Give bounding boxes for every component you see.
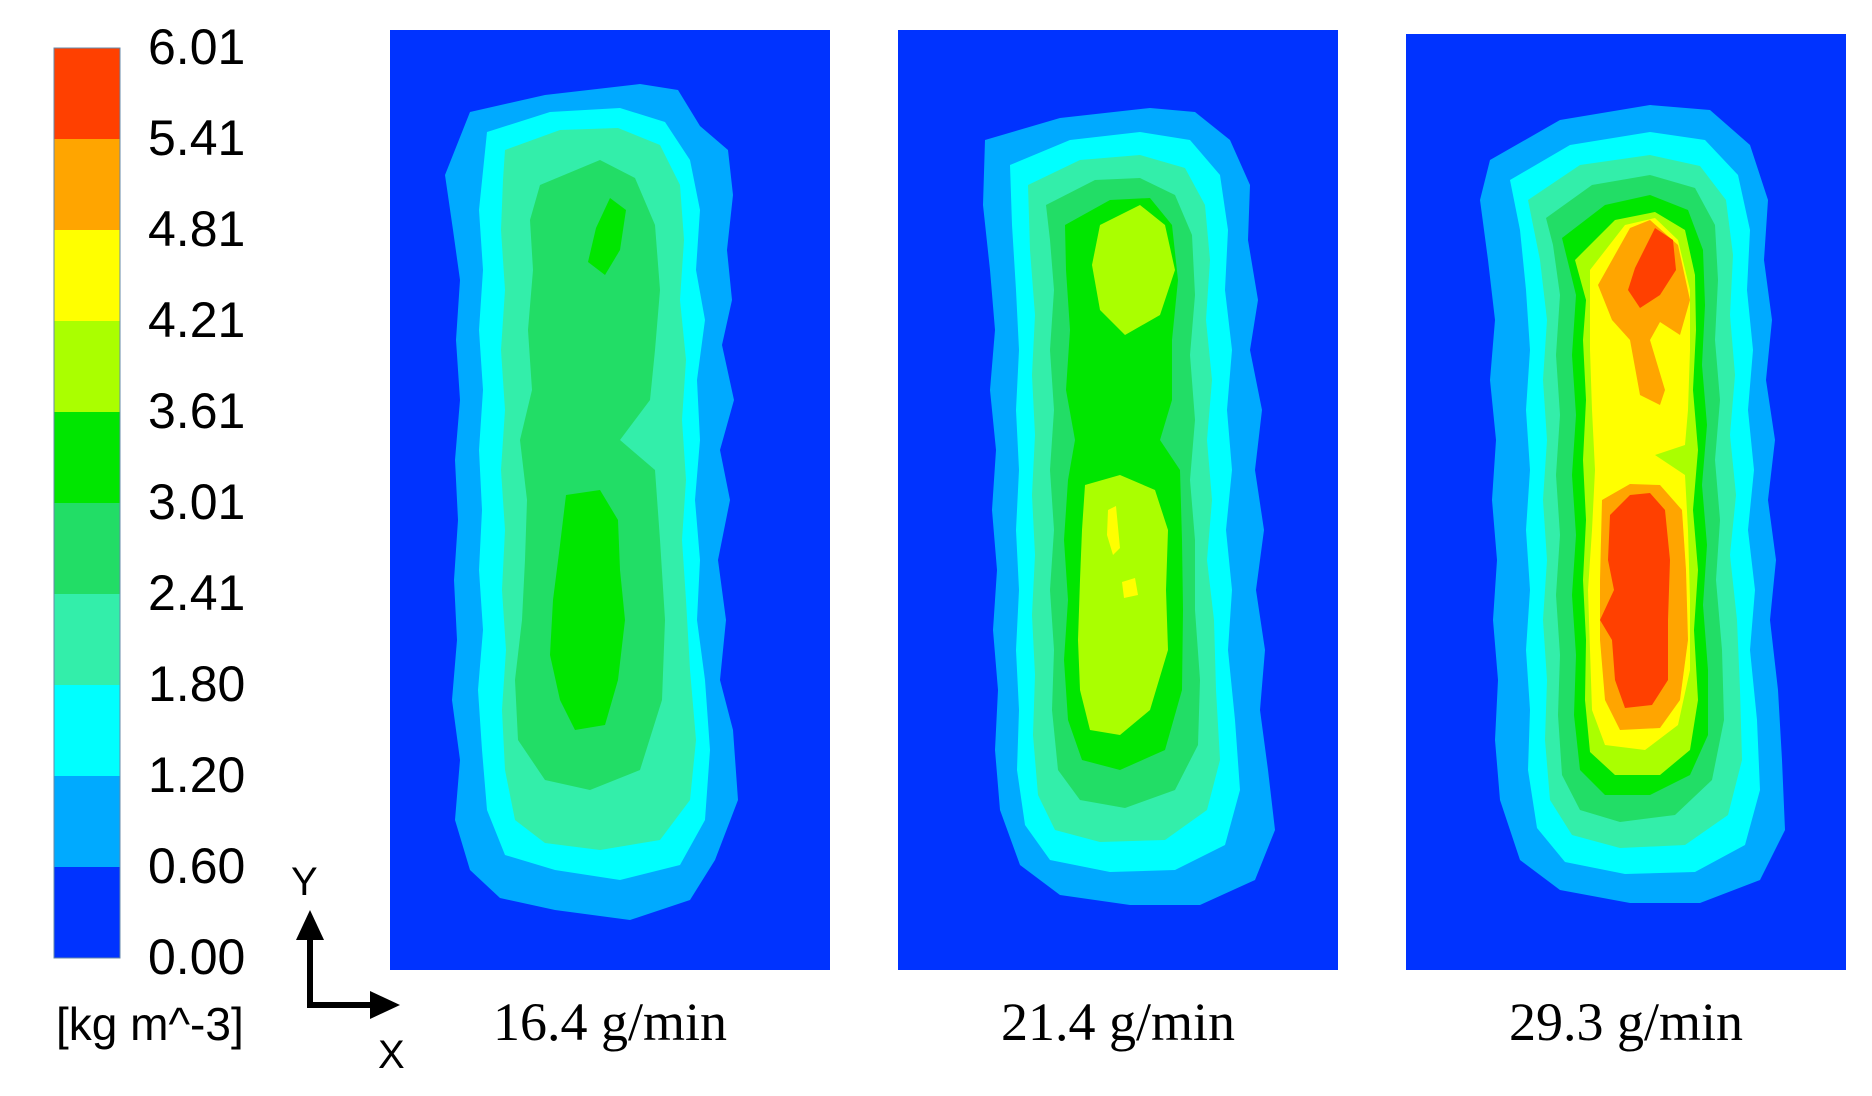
panel-2-contours bbox=[983, 108, 1275, 905]
panel-2-caption: 21.4 g/min bbox=[1001, 992, 1235, 1052]
colorbar-tick-labels: 6.01 5.41 4.81 4.21 3.61 3.01 2.41 1.80 1.20 0.60… bbox=[148, 19, 245, 985]
colorbar-tick-label: 0.00 bbox=[148, 929, 245, 985]
colorbar-bands bbox=[53, 47, 121, 959]
colorbar-tick-label: 4.21 bbox=[148, 292, 245, 348]
colorbar-frame bbox=[53, 47, 121, 959]
contour-band-5.41-bottom bbox=[1600, 493, 1670, 708]
colorbar-tick-label: 2.41 bbox=[148, 565, 245, 621]
colorbar-tick-label: 5.41 bbox=[148, 110, 245, 166]
axis-indicator: Y X bbox=[291, 860, 405, 1077]
colorbar-band bbox=[54, 503, 120, 595]
y-axis-arrowhead bbox=[296, 910, 324, 940]
colorbar: 6.01 5.41 4.81 4.21 3.61 3.01 2.41 1.80 1.20 0.60… bbox=[53, 19, 245, 1050]
colorbar-tick-label: 4.81 bbox=[148, 201, 245, 257]
colorbar-tick-label: 6.01 bbox=[148, 19, 245, 75]
colorbar-band bbox=[54, 412, 120, 504]
colorbar-band bbox=[54, 594, 120, 686]
x-axis-label: X bbox=[378, 1033, 405, 1077]
panel-3-contours bbox=[1480, 105, 1785, 903]
panel-1-contours bbox=[445, 84, 738, 920]
y-axis-label: Y bbox=[291, 860, 318, 904]
contour-band-5.41-top bbox=[1628, 228, 1676, 308]
x-axis-arrowhead bbox=[370, 991, 400, 1019]
contour-band-4.21-spot-1 bbox=[1107, 506, 1120, 555]
colorbar-tick-label: 3.61 bbox=[148, 383, 245, 439]
colorbar-tick-label: 1.20 bbox=[148, 747, 245, 803]
colorbar-tick-label: 0.60 bbox=[148, 838, 245, 894]
contour-band-4.21-spot-2 bbox=[1122, 578, 1138, 598]
contour-panel-3: 29.3 g/min bbox=[1406, 34, 1846, 1052]
contour-band-3.01-top bbox=[588, 198, 626, 275]
colorbar-band bbox=[54, 48, 120, 140]
contour-panel-2: 21.4 g/min bbox=[898, 30, 1338, 1052]
contour-band-3.61-top bbox=[1092, 205, 1175, 335]
colorbar-band bbox=[54, 685, 120, 777]
colorbar-band bbox=[54, 321, 120, 413]
colorbar-band bbox=[54, 230, 120, 322]
contour-band-3.61-bottom bbox=[1078, 475, 1168, 735]
colorbar-band bbox=[54, 867, 120, 959]
contour-band-3.01 bbox=[550, 490, 625, 730]
contour-panel-1: 16.4 g/min bbox=[390, 30, 830, 1052]
colorbar-unit-label: [kg m^-3] bbox=[56, 998, 244, 1050]
panel-3-caption: 29.3 g/min bbox=[1509, 992, 1743, 1052]
colorbar-tick-label: 3.01 bbox=[148, 474, 245, 530]
colorbar-band bbox=[54, 776, 120, 868]
colorbar-band bbox=[54, 139, 120, 231]
panel-1-caption: 16.4 g/min bbox=[493, 992, 727, 1052]
colorbar-tick-label: 1.80 bbox=[148, 656, 245, 712]
